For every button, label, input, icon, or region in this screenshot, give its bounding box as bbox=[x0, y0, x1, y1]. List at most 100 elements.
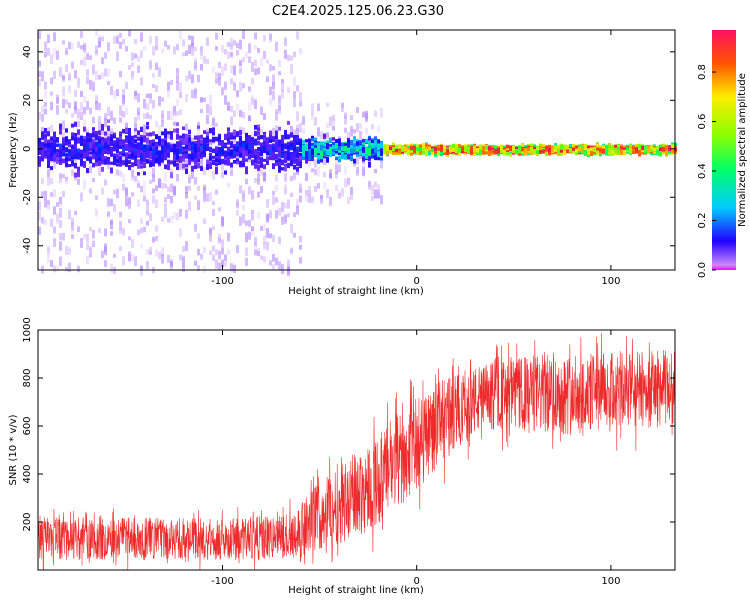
spectrogram-cell bbox=[98, 138, 101, 144]
spectrogram-cell bbox=[272, 82, 275, 90]
colorbar-label: Normalized spectral amplitude bbox=[737, 73, 748, 227]
spectrogram-cell bbox=[140, 126, 143, 133]
spectrogram-cell bbox=[86, 144, 89, 150]
spectrogram-cell bbox=[209, 94, 212, 105]
spectrogram-cell bbox=[101, 150, 104, 157]
spectrogram-cell bbox=[146, 112, 149, 119]
spectrogram-cell bbox=[464, 146, 467, 153]
spectrogram-cell bbox=[95, 209, 98, 217]
spectrogram-cell bbox=[281, 134, 284, 140]
spectrogram-cell bbox=[164, 171, 167, 182]
spectrogram-cell bbox=[47, 139, 50, 145]
spectrogram-cell bbox=[224, 95, 227, 105]
spectrogram-cell bbox=[179, 91, 182, 99]
spectrogram-cell bbox=[74, 121, 77, 127]
spectrogram-cell bbox=[290, 55, 293, 61]
spectrogram-cell bbox=[218, 207, 221, 212]
spectrogram-cell bbox=[272, 195, 275, 205]
spectrogram-cell bbox=[68, 155, 71, 159]
spectrogram-cell bbox=[167, 90, 170, 98]
spectrogram-cell bbox=[101, 57, 104, 65]
spectrogram-cell bbox=[62, 86, 65, 97]
spectrogram-cell bbox=[167, 142, 170, 147]
spectrogram-cell bbox=[233, 150, 236, 155]
spectrogram-cell bbox=[185, 241, 188, 252]
spectrogram-cell bbox=[215, 166, 218, 172]
snr-x-tick-label: -100 bbox=[211, 576, 234, 587]
spectrogram-cell bbox=[557, 145, 560, 149]
spectrogram-cell bbox=[521, 146, 524, 152]
spectrogram-cell bbox=[119, 246, 122, 251]
spectrogram-cell bbox=[257, 131, 260, 135]
spectrogram-cell bbox=[242, 155, 245, 159]
spectrogram-cell bbox=[245, 144, 248, 151]
spectrogram-cell bbox=[47, 142, 50, 148]
spectrogram-cell bbox=[110, 161, 113, 165]
spectrogram-cell bbox=[227, 182, 230, 188]
spectrogram-cell bbox=[233, 144, 236, 148]
spectrogram-cell bbox=[119, 41, 122, 49]
spectrogram-cell bbox=[164, 208, 167, 218]
spectrogram-cell bbox=[167, 186, 170, 193]
spectrogram-cell bbox=[230, 37, 233, 47]
spectrogram-cell bbox=[266, 137, 269, 143]
spectrogram-cell bbox=[92, 149, 95, 155]
spectrogram-cell bbox=[197, 158, 200, 163]
spectrogram-cell bbox=[215, 152, 218, 157]
spectrogram-cell bbox=[104, 148, 107, 154]
spectrogram-cell bbox=[227, 41, 230, 47]
spectrogram-cell bbox=[107, 158, 110, 165]
spectrogram-cell bbox=[200, 50, 203, 60]
spectrogram-cell bbox=[560, 144, 563, 150]
spectrogram-cell bbox=[44, 41, 47, 51]
spectrogram-cell bbox=[83, 147, 86, 152]
snr-y-tick-label: 200 bbox=[22, 512, 33, 531]
spectrogram-cell bbox=[281, 204, 284, 213]
spectrogram-cell bbox=[506, 144, 509, 149]
spectrogram-cell bbox=[191, 47, 194, 56]
spectrogram-cell bbox=[218, 251, 221, 259]
spectrogram-cell bbox=[170, 215, 173, 223]
spectrogram-cell bbox=[170, 148, 173, 153]
spectrogram-cell bbox=[116, 144, 119, 148]
spectrogram-cell bbox=[107, 211, 110, 217]
spectrogram-cell bbox=[215, 189, 218, 195]
spectrogram-cell bbox=[47, 177, 50, 186]
spectrogram-cell bbox=[65, 153, 68, 157]
spectrogram-cell bbox=[140, 218, 143, 225]
spectrogram-cell bbox=[374, 168, 377, 174]
spectrogram-cell bbox=[275, 142, 278, 148]
spectrogram-cell bbox=[326, 102, 329, 107]
spectrogram-cell bbox=[671, 144, 674, 150]
spectrogram-cell bbox=[74, 162, 77, 169]
spectrogram-cell bbox=[203, 139, 206, 145]
spectrogram-cell bbox=[191, 43, 194, 49]
spectrogram-cell bbox=[206, 58, 209, 64]
spectrogram-cell bbox=[338, 146, 341, 151]
spectrogram-cell bbox=[62, 98, 65, 109]
spectrogram-cell bbox=[443, 148, 446, 153]
spectrogram-cell bbox=[227, 51, 230, 60]
spectrogram-cell bbox=[188, 159, 191, 165]
spectrogram-cell bbox=[248, 135, 251, 140]
spectrogram-cell bbox=[167, 130, 170, 139]
spectrogram-cell bbox=[194, 152, 197, 157]
spectrogram-cell bbox=[83, 153, 86, 159]
spectrogram-cell bbox=[356, 170, 359, 176]
spectrogram-cell bbox=[257, 164, 260, 171]
spectrogram-cell bbox=[149, 141, 152, 147]
spectrogram-cell bbox=[59, 127, 62, 133]
spectrogram-cell bbox=[53, 189, 56, 198]
spectrogram-cell bbox=[212, 149, 215, 154]
spectrogram-cell bbox=[317, 147, 320, 154]
spectrogram-cell bbox=[350, 139, 353, 144]
spectrogram-cell bbox=[128, 134, 131, 139]
spectrogram-cell bbox=[119, 131, 122, 135]
spectrogram-cell bbox=[335, 139, 338, 144]
spectrogram-cell bbox=[56, 143, 59, 147]
spectrogram-cell bbox=[290, 143, 293, 148]
spectrogram-cell bbox=[305, 146, 308, 151]
spectrogram-cell bbox=[113, 144, 116, 150]
spectrogram-cell bbox=[317, 153, 320, 157]
